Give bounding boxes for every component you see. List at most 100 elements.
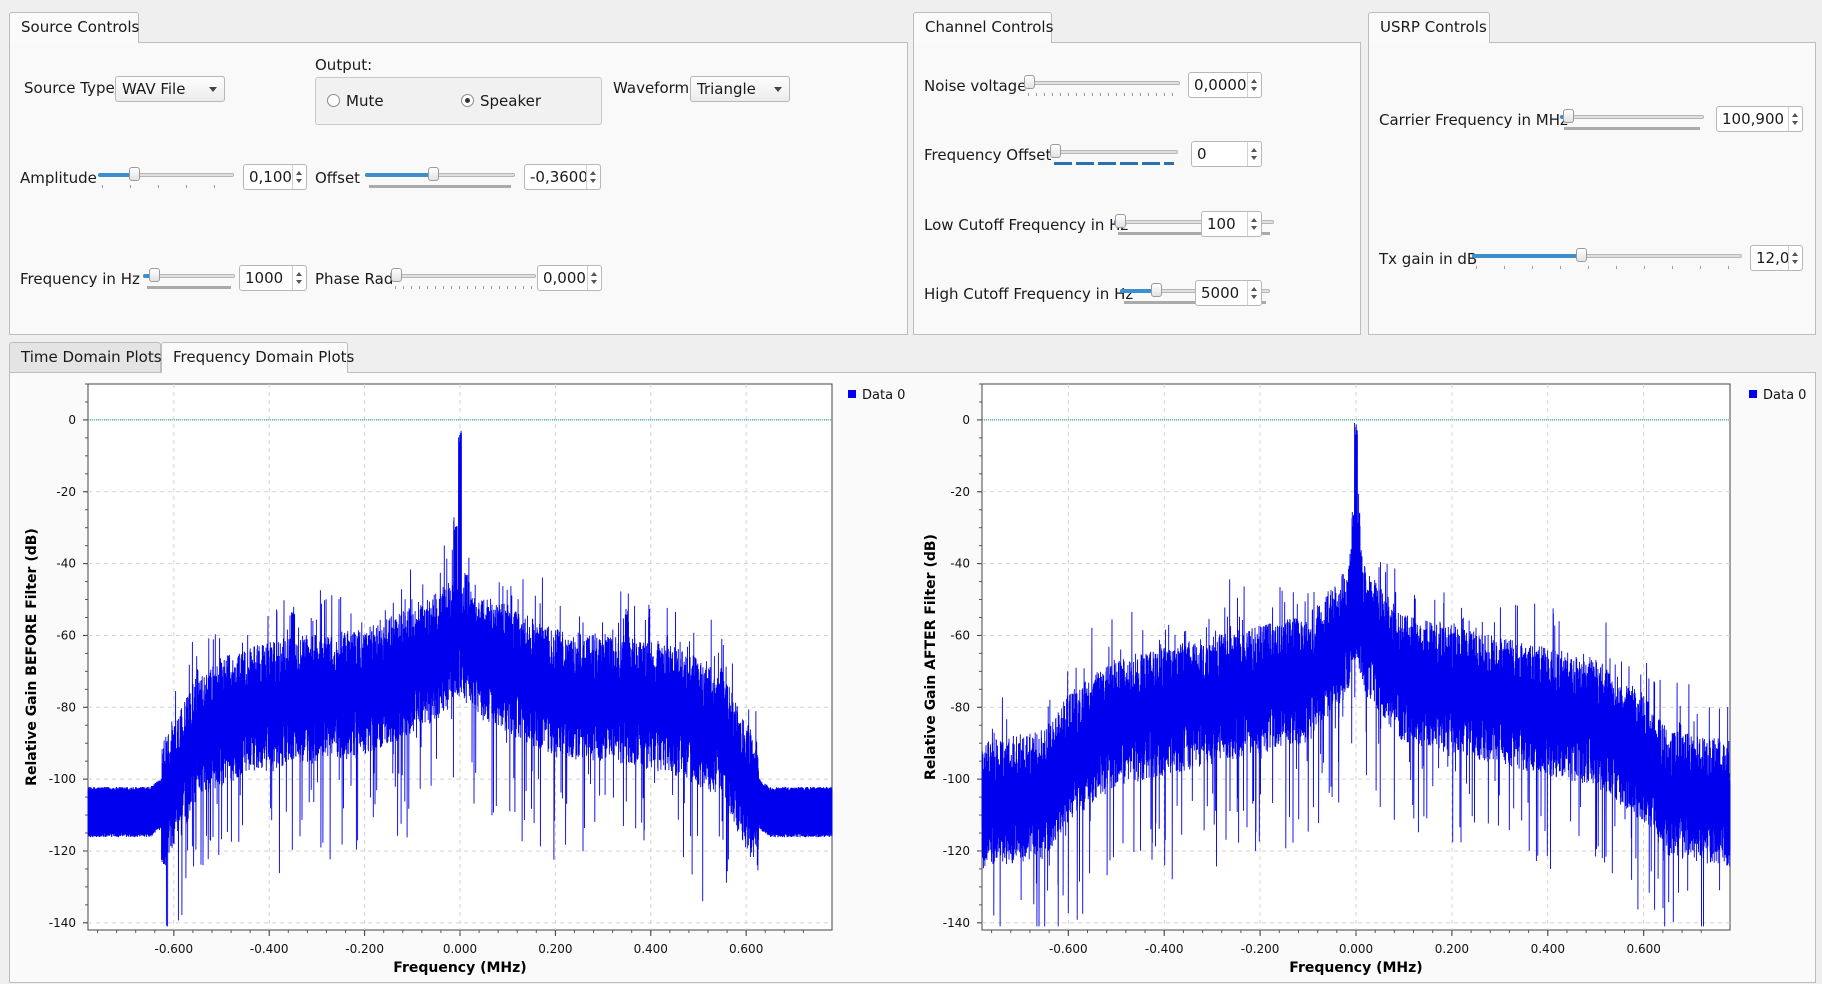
- frequency-offset-label: Frequency Offset: [924, 146, 1052, 164]
- y-tick-label: -20: [950, 485, 970, 499]
- spin-up-icon[interactable]: [590, 171, 596, 175]
- frequency-spinbox[interactable]: 1000: [239, 265, 307, 291]
- frequency-offset-slider[interactable]: [1050, 142, 1178, 166]
- spin-down-icon[interactable]: [296, 179, 302, 183]
- legend-label-data-0[interactable]: Data 0: [862, 388, 905, 403]
- speaker-radio[interactable]: [461, 94, 474, 107]
- high-cutoff-value: 5000: [1201, 284, 1240, 302]
- tx-gain-slider[interactable]: [1472, 246, 1742, 270]
- phase-value: 0,000: [543, 269, 586, 287]
- spin-up-icon[interactable]: [296, 171, 302, 175]
- spectrum-trace-data-0: [981, 422, 1731, 927]
- noise-voltage-spinbox[interactable]: 0,0000: [1188, 72, 1262, 98]
- phase-slider[interactable]: [391, 266, 536, 290]
- spin-down-icon[interactable]: [1251, 226, 1257, 230]
- spin-up-icon[interactable]: [1251, 148, 1257, 152]
- tx-gain-value: 12,0: [1756, 249, 1790, 267]
- legend-label-data-0[interactable]: Data 0: [1763, 388, 1806, 403]
- carrier-frequency-slider[interactable]: [1560, 107, 1704, 131]
- spin-down-icon[interactable]: [296, 280, 302, 284]
- spin-down-icon[interactable]: [1251, 156, 1257, 160]
- low-cutoff-label: Low Cutoff Frequency in Hz: [924, 216, 1129, 234]
- x-tick-label: 0.200: [1435, 942, 1469, 956]
- spin-down-icon[interactable]: [1792, 121, 1798, 125]
- slider-handle[interactable]: [428, 167, 439, 181]
- y-tick-label: -80: [56, 700, 76, 714]
- y-tick-label: -140: [49, 916, 76, 930]
- noise-voltage-slider[interactable]: [1024, 73, 1180, 97]
- tx-gain-label: Tx gain in dB: [1379, 250, 1478, 268]
- frequency-plot-before-filter[interactable]: 0 -20 -40 -60 -80 -100 -120 -140 -0.600 -0.400 -0.…: [10, 373, 910, 984]
- x-tick-label: 0.400: [1531, 942, 1565, 956]
- y-tick-label: 0: [68, 413, 76, 427]
- slider-handle[interactable]: [1151, 283, 1162, 297]
- tab-usrp-controls[interactable]: USRP Controls: [1368, 12, 1490, 43]
- slider-handle[interactable]: [1024, 75, 1035, 89]
- offset-label: Offset: [315, 169, 361, 187]
- y-tick-label: -40: [950, 557, 970, 571]
- tx-gain-spinbox[interactable]: 12,0: [1750, 245, 1803, 271]
- slider-handle[interactable]: [129, 167, 140, 181]
- x-tick-label: 0.000: [1339, 942, 1373, 956]
- spin-up-icon[interactable]: [1251, 79, 1257, 83]
- tab-time-domain-plots[interactable]: Time Domain Plots: [9, 342, 162, 372]
- tab-source-controls[interactable]: Source Controls: [9, 12, 139, 43]
- waveform-combo[interactable]: Triangle: [690, 76, 790, 102]
- carrier-frequency-spinbox[interactable]: 100,900: [1716, 106, 1803, 132]
- amplitude-spinbox[interactable]: 0,100: [243, 164, 307, 190]
- tab-channel-controls[interactable]: Channel Controls: [913, 12, 1053, 43]
- y-tick-label: -40: [56, 557, 76, 571]
- x-tick-label: -0.600: [1049, 942, 1088, 956]
- spin-up-icon[interactable]: [1251, 287, 1257, 291]
- spin-down-icon[interactable]: [1792, 260, 1798, 264]
- spin-down-icon[interactable]: [1251, 295, 1257, 299]
- frequency-slider[interactable]: [143, 266, 235, 290]
- y-tick-label: -80: [950, 700, 970, 714]
- channel-controls-panel: Noise voltage 0,0000 Frequency Offset 0 …: [913, 42, 1361, 335]
- spin-up-icon[interactable]: [296, 272, 302, 276]
- spin-up-icon[interactable]: [591, 272, 597, 276]
- x-tick-label: 0.400: [634, 942, 668, 956]
- mute-radio[interactable]: [327, 94, 340, 107]
- y-axis-label: Relative Gain AFTER Filter (dB): [923, 534, 939, 780]
- waveform-value: Triangle: [697, 80, 756, 98]
- source-type-combo[interactable]: WAV File: [115, 76, 225, 102]
- phase-spinbox[interactable]: 0,000: [537, 265, 602, 291]
- x-tick-label: -0.600: [155, 942, 194, 956]
- slider-handle[interactable]: [391, 268, 402, 282]
- low-cutoff-value: 100: [1207, 215, 1236, 233]
- frequency-label: Frequency in Hz: [20, 270, 140, 288]
- amplitude-slider[interactable]: [98, 165, 234, 189]
- offset-slider[interactable]: [365, 165, 515, 189]
- waveform-label: Waveform:: [613, 79, 695, 97]
- legend-swatch-data-0: [848, 390, 856, 398]
- frequency-offset-value: 0: [1197, 145, 1207, 163]
- spin-up-icon[interactable]: [1792, 113, 1798, 117]
- high-cutoff-spinbox[interactable]: 5000: [1195, 280, 1262, 306]
- offset-spinbox[interactable]: -0,3600: [524, 164, 601, 190]
- chevron-down-icon: [209, 87, 217, 92]
- y-tick-label: -120: [49, 844, 76, 858]
- y-tick-label: -120: [943, 844, 970, 858]
- legend-swatch-data-0: [1749, 390, 1757, 398]
- x-tick-label: 0.600: [729, 942, 763, 956]
- offset-value: -0,3600: [530, 168, 588, 186]
- spin-up-icon[interactable]: [1792, 252, 1798, 256]
- spin-down-icon[interactable]: [591, 280, 597, 284]
- usrp-controls-panel: Carrier Frequency in MHz 100,900 Tx gain…: [1368, 42, 1816, 335]
- frequency-plot-after-filter[interactable]: 0 -20 -40 -60 -80 -100 -120 -140 -0.600 -0.400 -0.…: [905, 373, 1817, 984]
- slider-handle[interactable]: [1563, 109, 1574, 123]
- slider-handle[interactable]: [1115, 214, 1126, 228]
- slider-handle[interactable]: [149, 268, 160, 282]
- spin-down-icon[interactable]: [1251, 87, 1257, 91]
- spin-down-icon[interactable]: [590, 179, 596, 183]
- slider-handle[interactable]: [1576, 248, 1587, 262]
- slider-handle[interactable]: [1050, 144, 1061, 158]
- carrier-frequency-label: Carrier Frequency in MHz: [1379, 111, 1568, 129]
- low-cutoff-spinbox[interactable]: 100: [1201, 211, 1262, 237]
- spin-up-icon[interactable]: [1251, 218, 1257, 222]
- frequency-offset-spinbox[interactable]: 0: [1191, 141, 1262, 167]
- low-cutoff-slider[interactable]: [1114, 212, 1274, 236]
- chevron-down-icon: [774, 87, 782, 92]
- tab-frequency-domain-plots[interactable]: Frequency Domain Plots: [161, 342, 354, 373]
